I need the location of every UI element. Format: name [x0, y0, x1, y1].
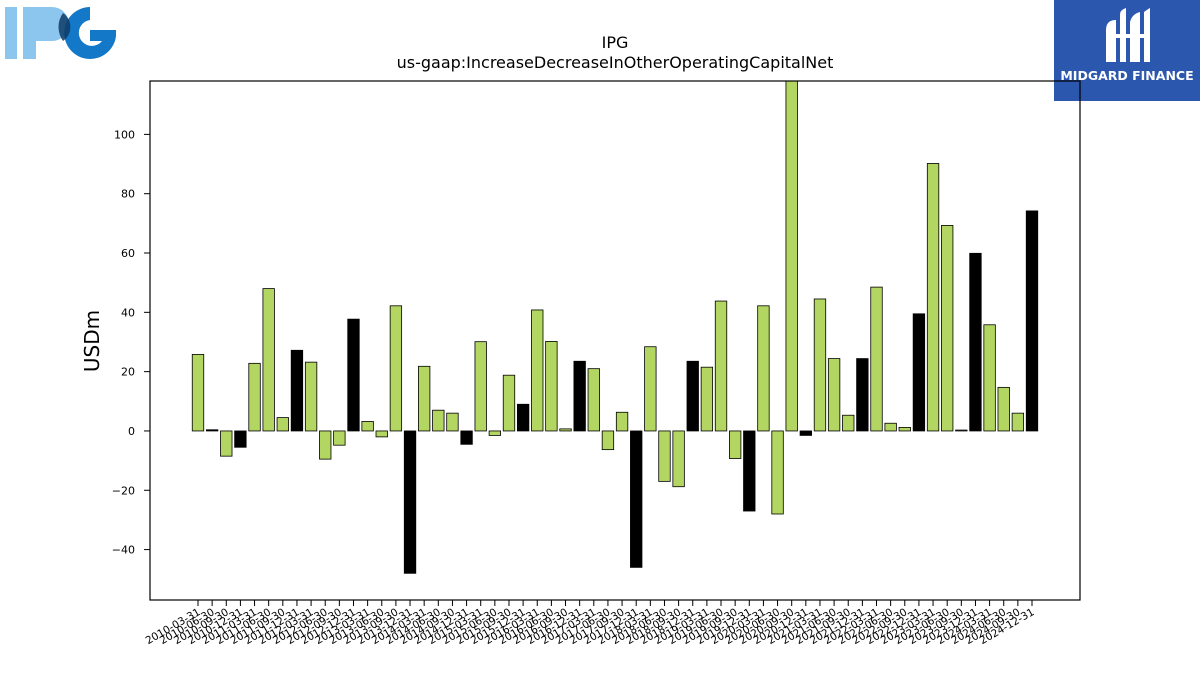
bar-2015-03-31 — [474, 341, 487, 432]
bar-2021-03-31 — [813, 298, 827, 432]
y-tick-label: 20 — [121, 366, 135, 379]
bar-2014-03-31 — [418, 365, 431, 432]
bar-2013-03-31 — [361, 421, 374, 432]
bar-2019-06-30 — [714, 300, 728, 432]
bar-2024-12-31 — [1025, 210, 1039, 432]
y-tick-label: 100 — [114, 128, 135, 141]
bar-2022-06-30 — [884, 422, 897, 432]
bar-2020-09-30 — [785, 80, 798, 432]
bar-2018-06-30 — [658, 430, 671, 482]
midgard-logo: MIDGARD FINANCE — [1054, 0, 1200, 101]
bar-2016-09-30 — [559, 428, 572, 432]
bar-2019-12-31 — [743, 430, 756, 512]
bar-2024-03-31 — [983, 324, 996, 432]
ipg-logo-icon — [5, 7, 116, 59]
midgard-logo-icon — [1106, 8, 1150, 62]
brand-name: MIDGARD FINANCE — [1060, 68, 1194, 83]
bar-2016-06-30 — [545, 340, 558, 432]
bar-2012-12-31 — [347, 318, 360, 432]
bar-2021-09-30 — [842, 414, 855, 432]
bar-2023-06-30 — [941, 225, 954, 432]
bar-2017-03-31 — [587, 368, 600, 432]
bar-2022-09-30 — [898, 426, 911, 432]
bar-2010-09-30 — [220, 430, 233, 457]
chart-subtitle: us-gaap:IncreaseDecreaseInOtherOperating… — [396, 53, 834, 72]
ipg-logo-g — [64, 7, 116, 59]
ipg-logo-i — [5, 7, 17, 59]
y-tick-label: 40 — [121, 306, 135, 319]
bar-2017-09-30 — [615, 411, 629, 432]
bar-2014-09-30 — [446, 412, 459, 432]
bar-2011-03-31 — [248, 362, 261, 432]
ipg-logo-p — [23, 7, 69, 59]
bar-2017-06-30 — [601, 430, 615, 451]
bar-2015-09-30 — [502, 374, 516, 432]
bar-2021-06-30 — [827, 358, 841, 432]
y-tick-label: 80 — [121, 188, 135, 201]
bar-2020-12-31 — [799, 430, 812, 436]
bar-2017-12-31 — [630, 430, 643, 568]
bar-2010-06-30 — [205, 429, 219, 432]
bars-group — [191, 80, 1039, 574]
y-axis: −40 −20 0 20 40 60 80 100 — [112, 128, 150, 557]
bar-2016-12-31 — [573, 360, 586, 432]
bar-2024-09-30 — [1011, 412, 1025, 432]
bar-2011-06-30 — [262, 288, 275, 432]
bar-2012-06-30 — [319, 430, 332, 460]
bar-2018-12-31 — [686, 360, 699, 432]
ipg-logo-overlap — [58, 13, 71, 41]
bar-2013-12-31 — [403, 430, 417, 574]
bar-2014-12-31 — [460, 430, 473, 445]
bar-2015-06-30 — [488, 430, 501, 436]
chart-title: IPG — [601, 33, 629, 52]
x-axis: 2010-03-312010-06-302010-09-302010-12-31… — [144, 600, 1037, 647]
bar-2023-12-31 — [969, 252, 982, 432]
bar-2022-12-31 — [912, 313, 926, 432]
bar-2012-03-31 — [304, 361, 318, 432]
bar-2011-12-31 — [290, 349, 304, 432]
bar-2013-06-30 — [375, 430, 388, 438]
bar-2014-06-30 — [432, 409, 445, 432]
bar-2012-09-30 — [333, 430, 346, 446]
bar-2018-09-30 — [672, 430, 685, 488]
bar-2018-03-31 — [644, 346, 657, 432]
bar-2020-03-31 — [757, 305, 770, 432]
y-tick-label: 60 — [121, 247, 135, 260]
y-tick-label: −40 — [112, 544, 135, 557]
bar-2019-09-30 — [729, 430, 742, 459]
bar-2021-12-31 — [856, 358, 869, 432]
bar-2010-12-31 — [234, 430, 247, 448]
bar-2022-03-31 — [870, 286, 883, 432]
plot-frame — [149, 80, 1081, 601]
bar-2020-06-30 — [771, 430, 784, 515]
bar-2019-03-31 — [700, 366, 714, 432]
bar-2024-06-30 — [997, 386, 1010, 432]
bar-2016-03-31 — [531, 309, 544, 432]
y-axis-label: USDm — [80, 310, 104, 372]
y-tick-label: 0 — [128, 425, 135, 438]
y-tick-label: −20 — [112, 484, 135, 497]
bar-2015-12-31 — [516, 403, 530, 432]
bar-2023-03-31 — [926, 163, 940, 432]
bar-2010-03-31 — [191, 354, 205, 432]
bar-2023-09-30 — [955, 429, 968, 432]
bar-2011-09-30 — [276, 417, 289, 432]
bar-2013-09-30 — [389, 305, 403, 432]
